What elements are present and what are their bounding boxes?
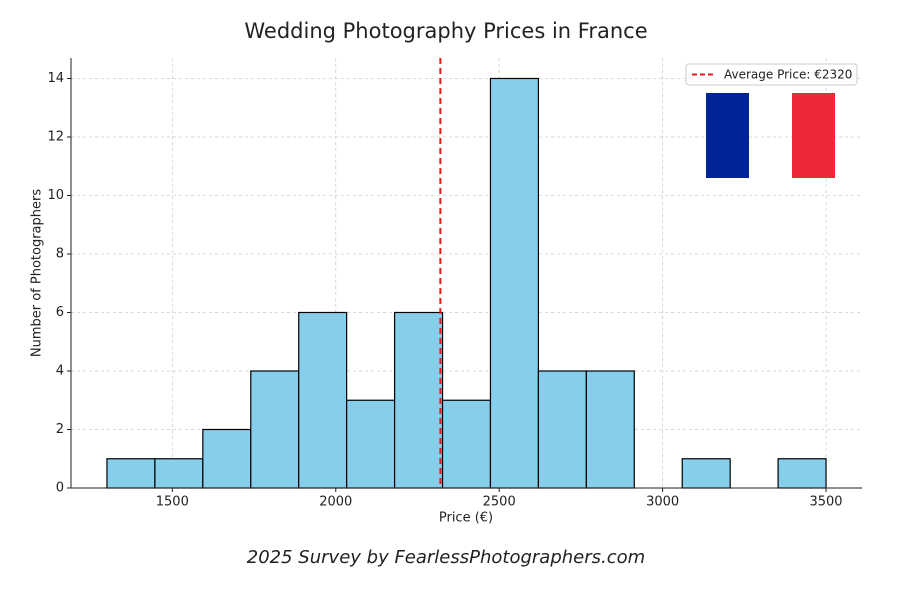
bar [106, 458, 156, 489]
y-tick-label: 2 [56, 422, 64, 437]
y-tick-label: 0 [56, 481, 64, 496]
flag-red [792, 93, 835, 178]
x-axis-label: Price (€) [439, 511, 493, 526]
flag-blue [706, 93, 749, 178]
y-tick-label: 14 [47, 71, 64, 86]
bar [777, 458, 827, 489]
y-tick-label: 12 [47, 129, 64, 144]
bar [346, 399, 396, 489]
bar [489, 77, 540, 489]
x-tick-label: 2500 [483, 495, 516, 510]
y-tick-label: 6 [56, 305, 64, 320]
bar [537, 370, 587, 489]
bar [585, 370, 635, 489]
y-tick-label: 10 [47, 188, 64, 203]
x-tick-label: 3500 [809, 495, 842, 510]
bar [250, 370, 300, 489]
x-tick-label: 1500 [156, 495, 189, 510]
x-tick-label: 3000 [646, 495, 679, 510]
bar [441, 399, 492, 489]
bar [154, 458, 204, 489]
bar [393, 311, 444, 489]
bar [681, 458, 731, 489]
y-tick-label: 8 [56, 246, 64, 261]
bar [298, 311, 348, 489]
y-tick-label: 4 [56, 363, 64, 378]
bar [202, 428, 252, 489]
y-axis-label: Number of Photographers [30, 189, 45, 357]
legend-label: Average Price: €2320 [724, 68, 852, 82]
subtitle: 2025 Survey by FearlessPhotographers.com [247, 547, 645, 568]
x-tick-label: 2000 [319, 495, 352, 510]
legend-box [685, 63, 858, 86]
chart-title: Wedding Photography Prices in France [244, 19, 647, 43]
